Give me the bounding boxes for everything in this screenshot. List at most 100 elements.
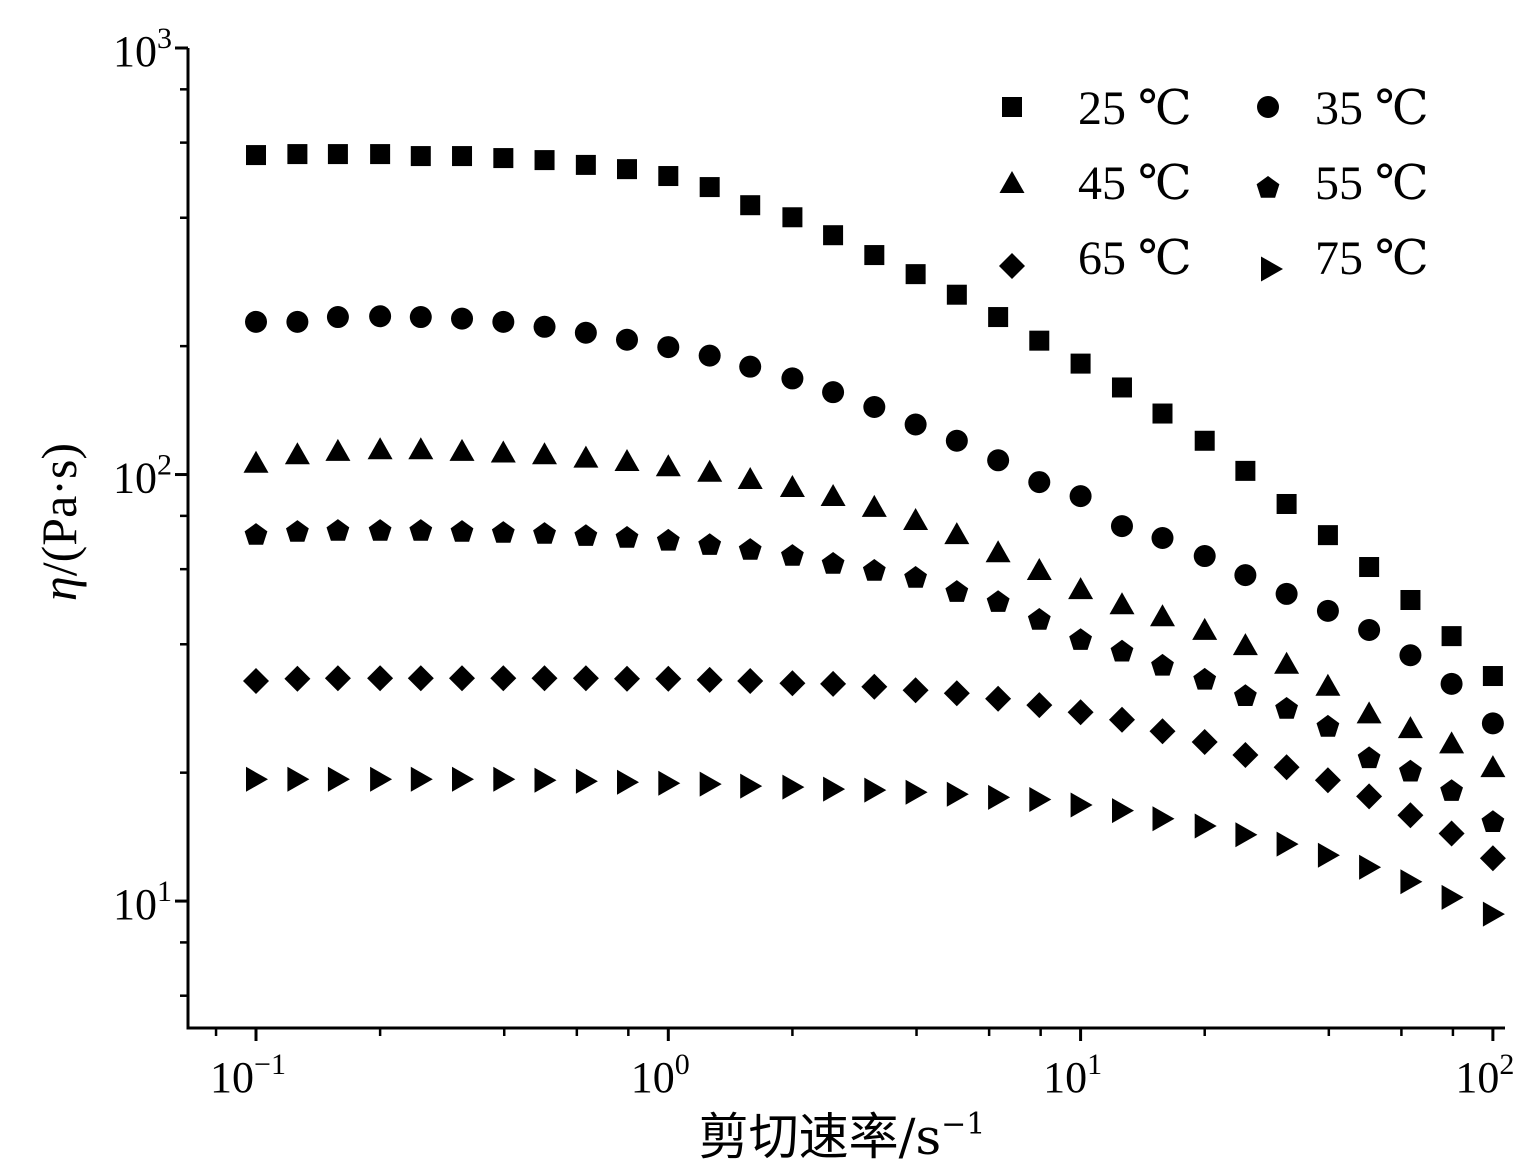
legend-label: 45 ℃ bbox=[1078, 157, 1192, 210]
data-point-2-23 bbox=[1192, 617, 1218, 640]
data-point-3-17 bbox=[945, 580, 969, 602]
data-point-4-6 bbox=[490, 665, 517, 692]
data-point-3-26 bbox=[1316, 714, 1340, 737]
legend-label: 55 ℃ bbox=[1315, 157, 1429, 210]
y-tick-label-exponent: 3 bbox=[157, 22, 172, 55]
data-point-1-27 bbox=[1358, 619, 1381, 642]
data-point-2-28 bbox=[1397, 716, 1423, 739]
data-point-5-22 bbox=[1152, 806, 1175, 832]
data-point-1-30 bbox=[1481, 712, 1504, 735]
data-point-3-4 bbox=[409, 519, 433, 541]
data-point-0-11 bbox=[699, 177, 720, 198]
y-axis-title-symbol: η bbox=[31, 576, 87, 601]
data-point-5-0 bbox=[246, 766, 268, 792]
data-point-2-19 bbox=[1026, 558, 1052, 580]
data-point-3-2 bbox=[326, 519, 350, 541]
data-point-4-11 bbox=[696, 666, 723, 693]
data-point-1-3 bbox=[369, 305, 392, 328]
data-point-5-12 bbox=[740, 773, 763, 799]
series-3 bbox=[244, 519, 1505, 832]
data-point-5-29 bbox=[1441, 884, 1464, 910]
data-point-0-6 bbox=[493, 148, 514, 169]
y-tick-label: 102 bbox=[113, 449, 172, 503]
data-point-5-9 bbox=[617, 769, 639, 795]
data-point-0-5 bbox=[452, 146, 473, 167]
data-point-4-28 bbox=[1397, 802, 1424, 829]
data-point-5-16 bbox=[905, 779, 928, 805]
legend-marker-25c bbox=[1002, 97, 1022, 117]
data-point-3-3 bbox=[368, 519, 392, 541]
data-point-5-24 bbox=[1235, 822, 1258, 848]
data-point-0-14 bbox=[823, 225, 844, 246]
x-tick-label: 101 bbox=[1043, 1048, 1102, 1102]
data-points bbox=[243, 144, 1506, 927]
data-point-5-2 bbox=[327, 766, 350, 792]
data-point-5-18 bbox=[988, 784, 1011, 810]
data-point-2-16 bbox=[903, 508, 929, 530]
data-point-3-11 bbox=[698, 533, 722, 555]
data-point-3-6 bbox=[491, 521, 515, 543]
data-point-5-8 bbox=[575, 768, 598, 794]
data-point-1-2 bbox=[326, 306, 349, 329]
data-point-0-8 bbox=[575, 154, 596, 175]
data-point-0-29 bbox=[1441, 626, 1462, 647]
legend-label: 65 ℃ bbox=[1078, 232, 1192, 285]
data-point-0-9 bbox=[616, 159, 637, 180]
data-point-1-18 bbox=[987, 449, 1010, 472]
data-point-0-15 bbox=[864, 245, 885, 266]
x-tick-label-exponent: −1 bbox=[254, 1048, 286, 1081]
data-point-4-27 bbox=[1356, 783, 1383, 810]
x-tick-label: 102 bbox=[1455, 1048, 1514, 1102]
data-point-2-24 bbox=[1232, 633, 1258, 656]
data-point-4-0 bbox=[243, 668, 269, 694]
y-tick-label-exponent: 1 bbox=[157, 875, 172, 908]
data-point-2-29 bbox=[1439, 731, 1465, 754]
series-4 bbox=[243, 665, 1506, 872]
x-tick-label-exponent: 2 bbox=[1499, 1048, 1514, 1081]
data-point-1-29 bbox=[1440, 672, 1463, 695]
data-point-2-27 bbox=[1356, 701, 1382, 724]
y-tick-label-base: 10 bbox=[113, 27, 157, 76]
data-point-5-17 bbox=[946, 781, 969, 807]
x-tick-label-base: 10 bbox=[210, 1053, 254, 1102]
y-tick-label: 101 bbox=[113, 875, 172, 929]
x-axis-title-exponent: −1 bbox=[941, 1107, 985, 1142]
data-point-0-22 bbox=[1152, 403, 1173, 424]
data-point-4-7 bbox=[531, 665, 558, 692]
data-point-5-10 bbox=[658, 770, 681, 796]
data-point-3-15 bbox=[862, 559, 886, 581]
data-point-5-3 bbox=[370, 766, 393, 792]
data-point-3-28 bbox=[1399, 759, 1422, 782]
data-point-1-23 bbox=[1193, 545, 1216, 568]
data-point-3-30 bbox=[1481, 810, 1505, 832]
x-axis-title-text: 剪切速率/s bbox=[699, 1108, 942, 1166]
data-point-2-4 bbox=[408, 437, 434, 460]
data-point-3-21 bbox=[1110, 639, 1134, 662]
data-point-2-5 bbox=[449, 438, 475, 461]
x-tick-label: 10−1 bbox=[210, 1048, 286, 1102]
y-tick-label-exponent: 2 bbox=[157, 449, 172, 482]
data-point-3-12 bbox=[738, 538, 762, 560]
data-point-1-6 bbox=[492, 310, 515, 333]
legend-entry-45c: 45 ℃ bbox=[999, 157, 1192, 210]
data-point-3-1 bbox=[286, 520, 309, 542]
data-point-4-13 bbox=[779, 670, 806, 697]
data-point-4-10 bbox=[655, 665, 682, 692]
legend-marker-65c bbox=[999, 253, 1025, 279]
data-point-0-13 bbox=[782, 207, 803, 228]
data-point-4-25 bbox=[1273, 754, 1300, 781]
data-point-4-5 bbox=[449, 665, 475, 692]
data-point-1-13 bbox=[781, 367, 804, 390]
legend-entry-35c: 35 ℃ bbox=[1257, 82, 1429, 135]
legend-marker-55c bbox=[1256, 176, 1280, 198]
data-point-1-5 bbox=[451, 307, 474, 330]
data-point-0-25 bbox=[1276, 493, 1297, 514]
legend-entry-75c: 75 ℃ bbox=[1261, 232, 1429, 285]
axes bbox=[186, 48, 1505, 1030]
data-point-1-20 bbox=[1069, 485, 1092, 508]
legend-marker-45c bbox=[999, 171, 1025, 193]
data-point-1-14 bbox=[822, 381, 845, 404]
data-point-0-21 bbox=[1111, 377, 1132, 398]
data-point-1-15 bbox=[863, 395, 886, 418]
data-point-2-25 bbox=[1274, 651, 1300, 674]
